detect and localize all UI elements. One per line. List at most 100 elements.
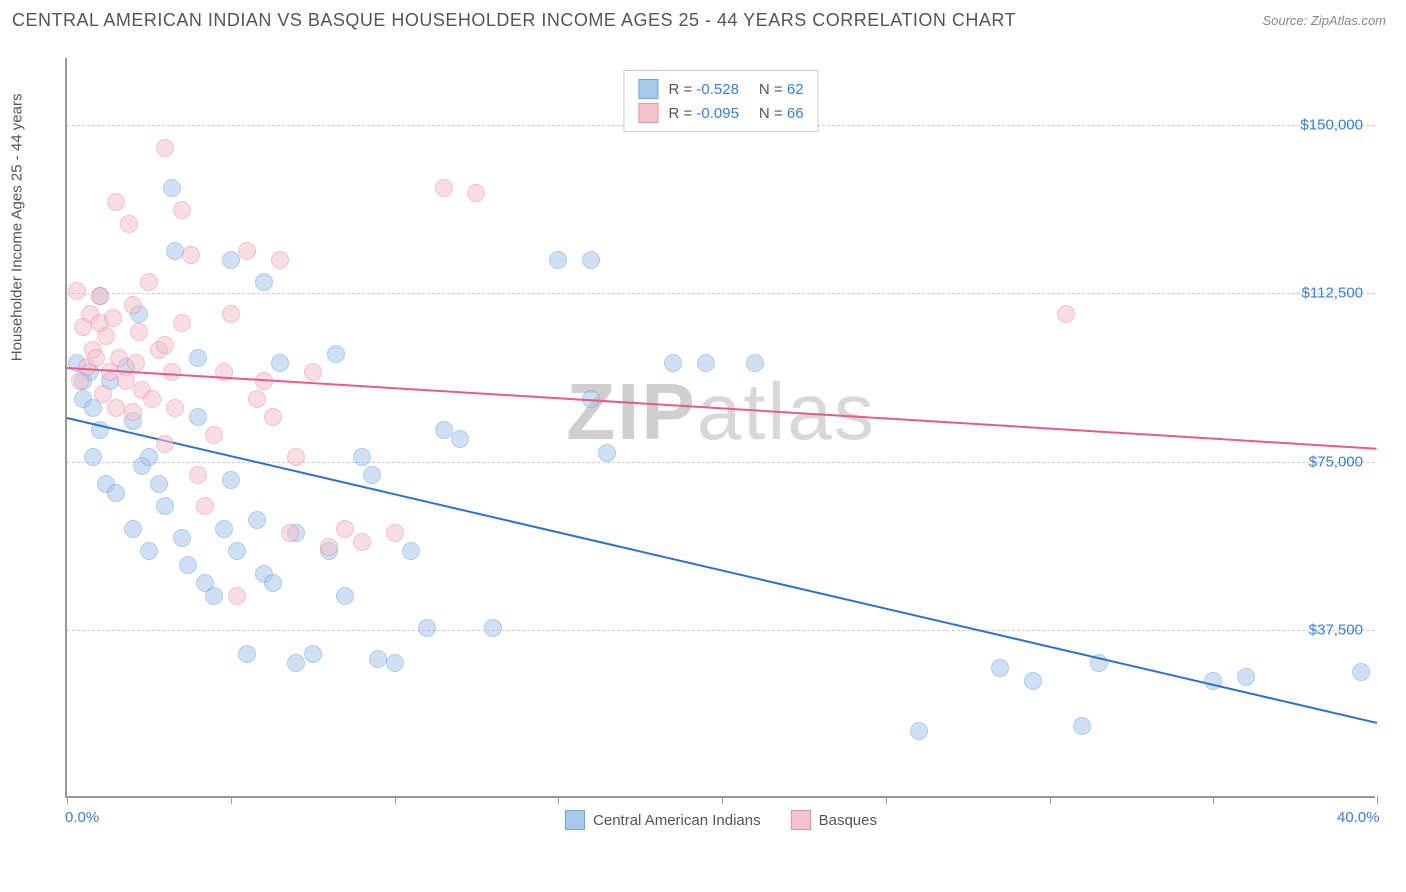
scatter-point	[664, 354, 682, 372]
scatter-point	[1024, 672, 1042, 690]
scatter-point	[110, 349, 128, 367]
scatter-point	[304, 645, 322, 663]
scatter-point	[484, 619, 502, 637]
chart-header: CENTRAL AMERICAN INDIAN VS BASQUE HOUSEH…	[0, 0, 1406, 39]
scatter-point	[107, 484, 125, 502]
scatter-point	[140, 273, 158, 291]
scatter-point	[130, 323, 148, 341]
scatter-point	[386, 524, 404, 542]
x-tick	[1377, 796, 1378, 804]
gridline-h	[67, 293, 1375, 294]
scatter-point	[104, 309, 122, 327]
x-tick	[558, 796, 559, 804]
scatter-point	[143, 390, 161, 408]
scatter-point	[238, 242, 256, 260]
x-tick-label: 0.0%	[65, 809, 99, 826]
scatter-point	[117, 372, 135, 390]
chart-container: Householder Income Ages 25 - 44 years ZI…	[45, 48, 1385, 818]
scatter-point	[287, 448, 305, 466]
scatter-point	[107, 193, 125, 211]
scatter-point	[189, 466, 207, 484]
chart-title: CENTRAL AMERICAN INDIAN VS BASQUE HOUSEH…	[12, 10, 1016, 31]
scatter-point	[271, 354, 289, 372]
scatter-point	[124, 296, 142, 314]
scatter-point	[363, 466, 381, 484]
scatter-point	[451, 430, 469, 448]
scatter-point	[156, 139, 174, 157]
scatter-point	[120, 215, 138, 233]
legend-swatch	[791, 810, 811, 830]
scatter-point	[205, 426, 223, 444]
legend-n: N = 66	[759, 105, 804, 122]
watermark-bold: ZIP	[566, 367, 696, 456]
scatter-point	[163, 179, 181, 197]
scatter-point	[228, 587, 246, 605]
scatter-point	[418, 619, 436, 637]
scatter-point	[140, 448, 158, 466]
x-tick-label: 40.0%	[1337, 809, 1380, 826]
scatter-point	[697, 354, 715, 372]
gridline-h	[67, 630, 1375, 631]
scatter-point	[1073, 717, 1091, 735]
scatter-point	[327, 345, 345, 363]
legend-series: Central American IndiansBasques	[565, 810, 877, 830]
legend-n: N = 62	[759, 81, 804, 98]
scatter-point	[1237, 668, 1255, 686]
scatter-point	[182, 246, 200, 264]
scatter-point	[173, 201, 191, 219]
x-tick	[722, 796, 723, 804]
scatter-point	[304, 363, 322, 381]
scatter-point	[156, 497, 174, 515]
scatter-point	[189, 349, 207, 367]
scatter-point	[215, 520, 233, 538]
scatter-point	[281, 524, 299, 542]
x-tick	[231, 796, 232, 804]
x-tick	[67, 796, 68, 804]
scatter-point	[255, 273, 273, 291]
scatter-point	[746, 354, 764, 372]
x-tick	[395, 796, 396, 804]
scatter-point	[991, 659, 1009, 677]
scatter-point	[140, 542, 158, 560]
x-tick	[1050, 796, 1051, 804]
scatter-point	[179, 556, 197, 574]
y-axis-label: Householder Income Ages 25 - 44 years	[9, 94, 26, 362]
scatter-point	[173, 314, 191, 332]
scatter-point	[222, 251, 240, 269]
scatter-point	[189, 408, 207, 426]
scatter-point	[336, 520, 354, 538]
x-tick	[886, 796, 887, 804]
scatter-point	[353, 448, 371, 466]
legend-correlation: R = -0.528N = 62R = -0.095N = 66	[623, 70, 818, 132]
legend-swatch	[638, 79, 658, 99]
legend-swatch	[565, 810, 585, 830]
scatter-point	[435, 179, 453, 197]
scatter-point	[287, 654, 305, 672]
scatter-point	[402, 542, 420, 560]
scatter-point	[1352, 663, 1370, 681]
scatter-point	[271, 251, 289, 269]
scatter-point	[598, 444, 616, 462]
scatter-point	[150, 475, 168, 493]
source-attribution: Source: ZipAtlas.com	[1262, 13, 1386, 28]
scatter-point	[369, 650, 387, 668]
plot-area: ZIPatlas R = -0.528N = 62R = -0.095N = 6…	[65, 58, 1375, 798]
scatter-point	[163, 363, 181, 381]
legend-series-item: Central American Indians	[565, 810, 761, 830]
scatter-point	[205, 587, 223, 605]
scatter-point	[222, 305, 240, 323]
y-tick-label: $150,000	[1300, 117, 1363, 134]
scatter-point	[467, 184, 485, 202]
scatter-point	[124, 403, 142, 421]
scatter-point	[173, 529, 191, 547]
legend-r: R = -0.528	[668, 81, 738, 98]
scatter-point	[435, 421, 453, 439]
scatter-point	[248, 390, 266, 408]
scatter-point	[1057, 305, 1075, 323]
scatter-point	[353, 533, 371, 551]
scatter-point	[264, 408, 282, 426]
legend-swatch	[638, 103, 658, 123]
scatter-point	[91, 287, 109, 305]
scatter-point	[264, 574, 282, 592]
y-tick-label: $75,000	[1309, 453, 1363, 470]
